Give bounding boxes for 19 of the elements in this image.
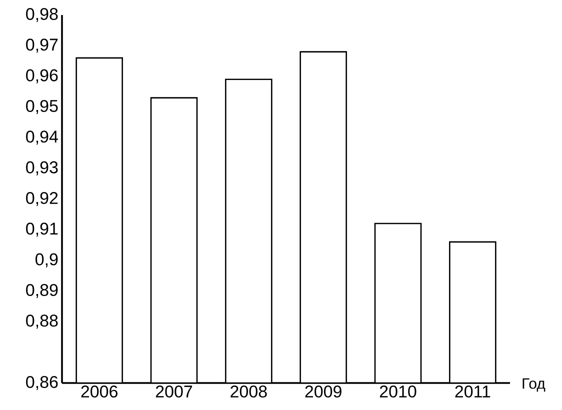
x-tick-label: 2009 <box>305 386 342 398</box>
x-tick-label: 2008 <box>230 386 267 398</box>
x-tick-label: 2011 <box>455 386 490 398</box>
x-tick-label: 2007 <box>156 386 192 398</box>
y-tick-label: 0,97 <box>26 38 58 53</box>
y-tick-label: 0,88 <box>26 314 58 329</box>
y-tick-label: 0,95 <box>26 100 58 114</box>
y-tick-label: 0,98 <box>26 8 58 22</box>
y-tick-label: 0,86 <box>26 376 58 390</box>
y-tick-label: 0,93 <box>26 161 58 176</box>
x-axis-title: Год <box>522 378 546 392</box>
y-tick-label: 0,9 <box>36 253 58 268</box>
y-tick-label: 0,92 <box>26 192 58 206</box>
x-tick-label: 2010 <box>380 386 416 398</box>
x-tick-label: 2006 <box>81 386 118 398</box>
y-tick-label: 0,91 <box>26 222 58 237</box>
y-tick-label: 0,89 <box>26 284 58 298</box>
y-tick-label: 0,96 <box>26 69 58 84</box>
y-tick-label: 0,94 <box>26 130 58 145</box>
